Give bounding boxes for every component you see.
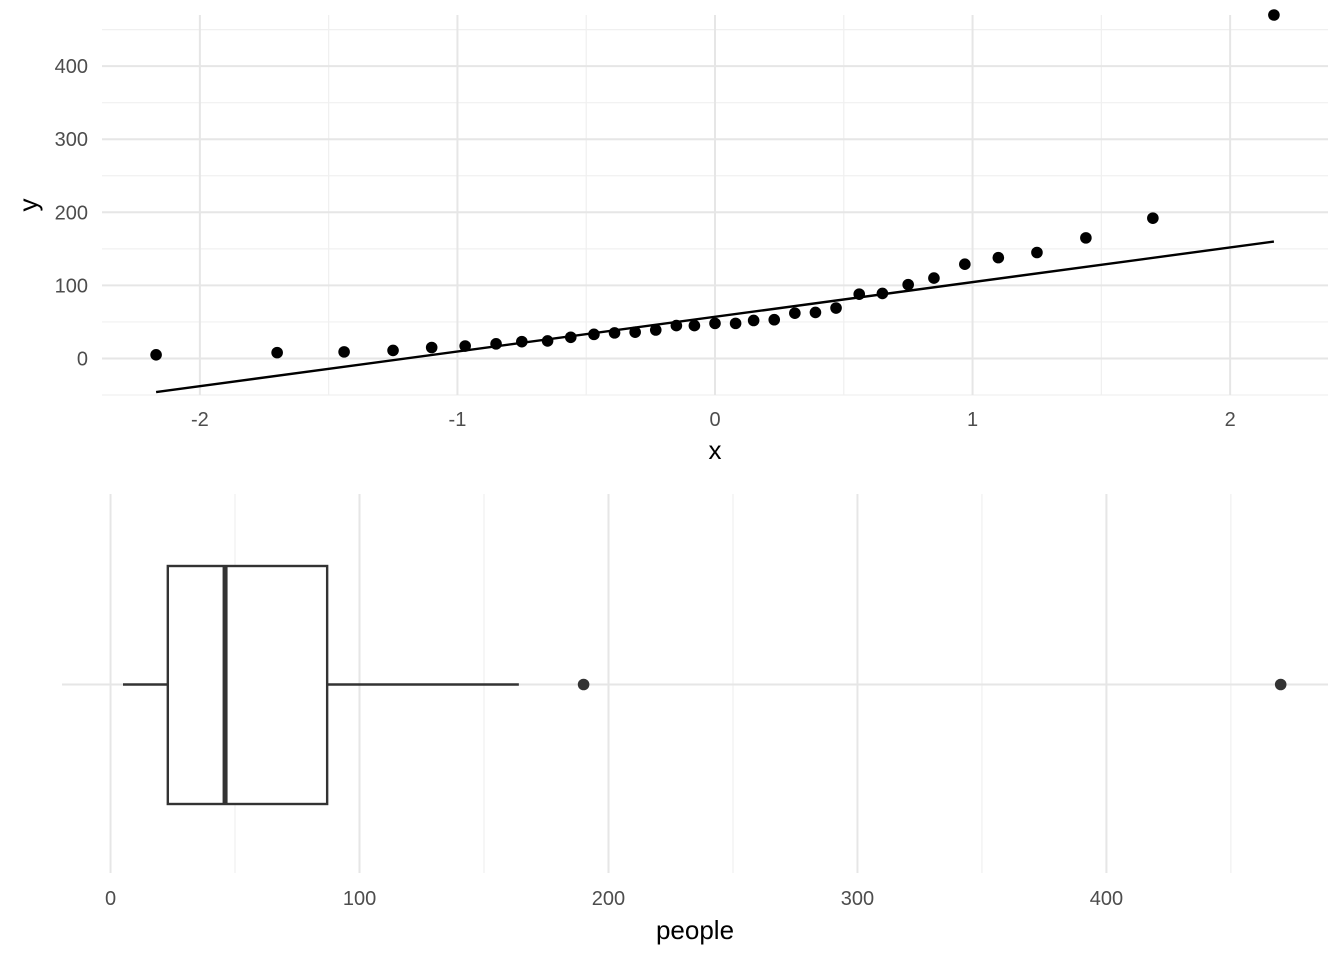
qq-x-axis-title: x [709, 435, 722, 465]
qq-point [271, 346, 283, 359]
qq-point [588, 328, 600, 341]
qq-x-tick-label: 1 [967, 409, 978, 431]
qq-x-tick-label: 0 [709, 409, 720, 431]
qq-y-tick-label: 200 [55, 202, 88, 224]
qq-point [902, 278, 914, 291]
qq-point [1268, 9, 1280, 21]
boxplot-panel: 0 100 200 300 400 people [62, 494, 1328, 945]
qq-x-tick-labels: -2 -1 0 1 2 [191, 409, 1236, 431]
qq-point [459, 340, 471, 352]
qq-point [564, 331, 577, 344]
qq-point [928, 272, 940, 284]
qq-point [1147, 212, 1159, 224]
qq-point [729, 317, 742, 330]
qq-point [876, 287, 889, 300]
boxplot-x-tick-label: 100 [343, 888, 376, 910]
qq-point [747, 314, 760, 327]
qq-point [789, 307, 801, 319]
qq-point [1080, 232, 1092, 244]
qq-y-tick-label: 0 [77, 348, 88, 370]
qq-point [688, 319, 701, 332]
qq-point [992, 251, 1005, 264]
qq-point [959, 258, 971, 270]
qq-point [830, 302, 842, 314]
qq-point [809, 306, 822, 319]
qq-plot-panel: -2 -1 0 1 2 0 100 200 300 400 x y [13, 9, 1328, 465]
boxplot-outlier [1274, 678, 1287, 691]
qq-point [425, 341, 438, 354]
qq-point [709, 317, 721, 330]
qq-point [1031, 246, 1043, 259]
qq-point [150, 349, 162, 361]
qq-point [768, 313, 781, 326]
qq-points [150, 9, 1280, 361]
qq-point [670, 319, 683, 332]
boxplot-x-tick-label: 300 [841, 888, 874, 910]
qq-point [649, 324, 662, 336]
qq-point [853, 288, 866, 300]
qq-y-axis-title: y [13, 199, 43, 212]
boxplot-outlier [577, 678, 590, 691]
qq-y-tick-label: 100 [55, 275, 88, 297]
boxplot-x-tick-label: 0 [105, 888, 116, 910]
qq-point [516, 335, 528, 348]
qq-point [629, 326, 641, 338]
qq-x-tick-label: -2 [191, 409, 209, 431]
qq-grid [102, 15, 1328, 396]
boxplot-x-tick-label: 400 [1090, 888, 1123, 910]
boxplot-x-tick-label: 200 [592, 888, 625, 910]
qq-y-tick-label: 300 [55, 129, 88, 151]
qq-point [608, 327, 621, 339]
boxplot-x-axis-title: people [656, 915, 734, 945]
qq-y-tick-label: 400 [55, 56, 88, 78]
qq-point [541, 335, 554, 347]
boxplot-x-tick-labels: 0 100 200 300 400 [105, 888, 1123, 910]
boxplot-outliers [577, 678, 1287, 691]
qq-point [387, 344, 399, 357]
qq-point [338, 346, 350, 358]
qq-y-tick-labels: 0 100 200 300 400 [55, 56, 88, 370]
qq-x-tick-label: 2 [1225, 409, 1236, 431]
qq-reference-line [155, 240, 1275, 394]
boxplot-box [166, 564, 329, 806]
qq-point [490, 338, 502, 350]
qq-x-tick-label: -1 [449, 409, 467, 431]
